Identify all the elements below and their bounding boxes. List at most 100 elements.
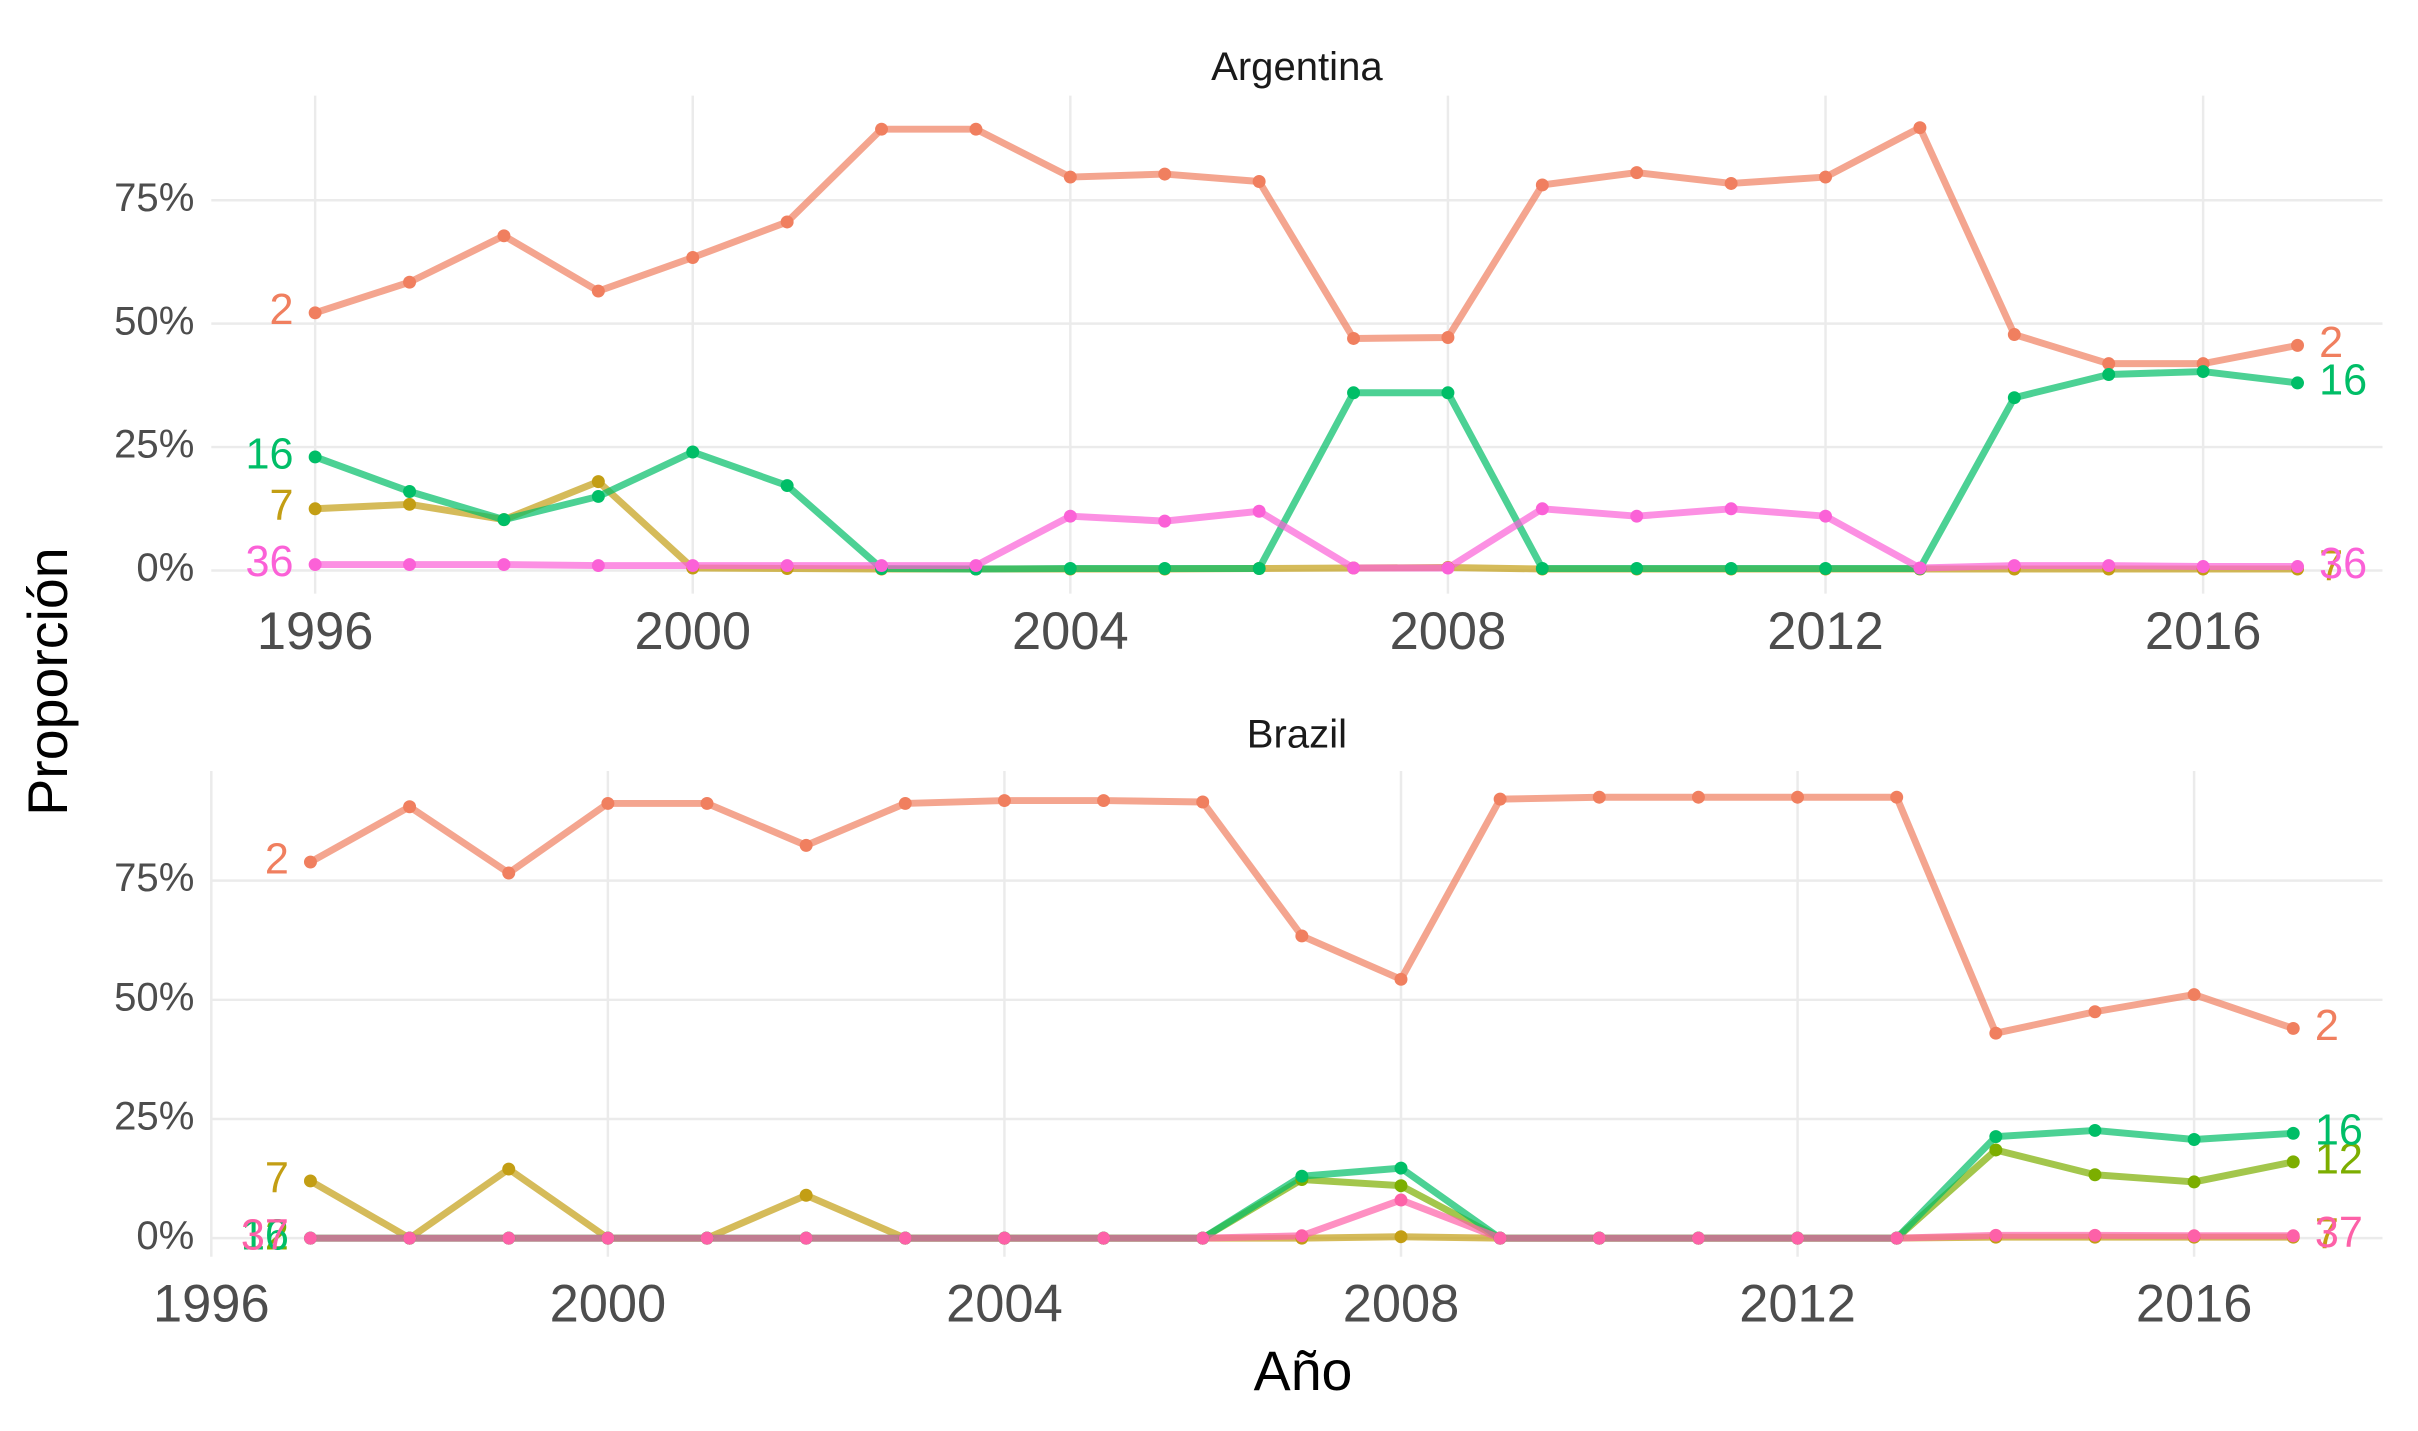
data-point bbox=[1630, 166, 1644, 180]
series-line bbox=[315, 505, 2298, 572]
data-point bbox=[601, 1231, 615, 1245]
data-point bbox=[502, 1231, 516, 1245]
data-point bbox=[1535, 502, 1549, 516]
data-point bbox=[303, 1231, 317, 1245]
data-point bbox=[502, 1162, 516, 1176]
data-point bbox=[997, 1231, 1011, 1245]
y-tick-label: 50% bbox=[114, 299, 194, 343]
data-point bbox=[2286, 1126, 2300, 1140]
data-point bbox=[1063, 170, 1077, 184]
data-point bbox=[1441, 386, 1455, 400]
y-tick-label: 50% bbox=[114, 975, 194, 1019]
series-label-start: 37 bbox=[241, 1212, 289, 1260]
data-point bbox=[2291, 560, 2304, 574]
data-point bbox=[2007, 391, 2021, 405]
data-point bbox=[1063, 509, 1077, 523]
data-point bbox=[1295, 1229, 1309, 1243]
series-label-start: 12 bbox=[241, 1212, 289, 1260]
data-point bbox=[780, 479, 794, 493]
data-point bbox=[898, 796, 912, 810]
data-point bbox=[1791, 790, 1805, 804]
data-point bbox=[591, 284, 605, 298]
data-point bbox=[1724, 176, 1738, 190]
data-point bbox=[1394, 972, 1408, 986]
data-point bbox=[1724, 562, 1738, 575]
x-tick-label: 2004 bbox=[946, 1275, 1063, 1333]
data-point bbox=[1196, 795, 1210, 809]
series-line bbox=[313, 368, 2298, 573]
data-point bbox=[969, 559, 983, 573]
x-tick-label: 2000 bbox=[550, 1275, 667, 1333]
data-point bbox=[1535, 562, 1549, 575]
data-point bbox=[2088, 1005, 2102, 1019]
data-point bbox=[1913, 561, 1927, 575]
data-point bbox=[2187, 1229, 2201, 1243]
panel-title: Brazil bbox=[1247, 713, 1347, 757]
x-tick-label: 1996 bbox=[153, 1275, 270, 1333]
data-point bbox=[2291, 376, 2304, 390]
data-point bbox=[1691, 1231, 1705, 1245]
data-point bbox=[1097, 794, 1111, 808]
series-label-end: 37 bbox=[2315, 1209, 2363, 1257]
data-point bbox=[686, 445, 700, 459]
data-point bbox=[1347, 561, 1361, 575]
data-point bbox=[308, 306, 322, 320]
data-point bbox=[1819, 509, 1833, 523]
data-point bbox=[1394, 1179, 1408, 1193]
data-point bbox=[1989, 1143, 2003, 1157]
series-label-end: 16 bbox=[2319, 356, 2367, 404]
data-point bbox=[875, 122, 889, 136]
x-tick-label: 2012 bbox=[1739, 1275, 1856, 1333]
data-point bbox=[1441, 331, 1455, 344]
data-point bbox=[1441, 561, 1455, 575]
data-point bbox=[799, 1188, 813, 1202]
data-point bbox=[1252, 504, 1266, 518]
series-label-start: 16 bbox=[241, 1212, 289, 1260]
data-point bbox=[686, 251, 700, 264]
series-line bbox=[314, 124, 2299, 368]
series-line bbox=[314, 478, 2298, 573]
data-point bbox=[2196, 560, 2210, 574]
data-point bbox=[1592, 790, 1606, 804]
data-point bbox=[403, 800, 417, 814]
data-point bbox=[780, 559, 794, 573]
data-point bbox=[403, 497, 417, 511]
data-point bbox=[403, 558, 417, 572]
data-point bbox=[1890, 1231, 1904, 1245]
data-point bbox=[2187, 1175, 2201, 1189]
data-point bbox=[2088, 1168, 2102, 1182]
data-point bbox=[2286, 1229, 2300, 1243]
series-label-start: 7 bbox=[270, 482, 294, 530]
data-point bbox=[1394, 1193, 1408, 1207]
x-tick-label: 1996 bbox=[257, 603, 374, 661]
data-point bbox=[1196, 1231, 1210, 1245]
data-point bbox=[875, 559, 889, 573]
data-point bbox=[403, 1231, 417, 1245]
data-point bbox=[1819, 170, 1833, 184]
data-point bbox=[308, 450, 322, 464]
data-point bbox=[502, 866, 516, 880]
y-tick-label: 25% bbox=[114, 423, 194, 467]
data-point bbox=[780, 215, 794, 229]
y-tick-label: 0% bbox=[136, 546, 194, 590]
data-point bbox=[1295, 929, 1309, 943]
data-point bbox=[403, 275, 417, 289]
data-point bbox=[1630, 562, 1644, 575]
data-point bbox=[2187, 1133, 2201, 1146]
series-label-start: 7 bbox=[265, 1154, 289, 1202]
data-point bbox=[799, 1231, 813, 1245]
series-label-end: 16 bbox=[2315, 1107, 2363, 1155]
data-point bbox=[1592, 1231, 1606, 1245]
data-point bbox=[1989, 1130, 2003, 1144]
y-tick-label: 25% bbox=[114, 1095, 194, 1139]
data-point bbox=[591, 489, 605, 503]
data-point bbox=[1063, 562, 1077, 575]
data-point bbox=[308, 502, 322, 516]
x-tick-label: 2000 bbox=[634, 603, 751, 661]
data-point bbox=[1158, 167, 1172, 181]
x-tick-label: 2008 bbox=[1390, 603, 1507, 661]
data-point bbox=[403, 485, 417, 498]
series-label-end: 2 bbox=[2319, 319, 2343, 367]
series-label-start: 2 bbox=[270, 286, 294, 334]
